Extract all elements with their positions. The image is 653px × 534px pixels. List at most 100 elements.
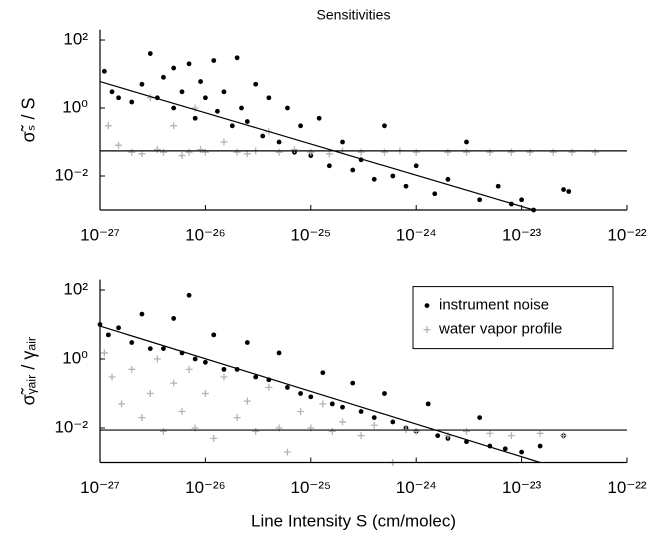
point [519,449,524,455]
point [186,61,192,67]
point [425,401,431,407]
x-tick-label: 10⁻²⁶ [185,225,226,244]
point [424,303,430,308]
point [502,446,508,452]
point [185,365,193,373]
point [171,65,177,71]
x-tick-label: 10⁻²⁵ [291,478,332,497]
point [464,139,469,145]
point [229,123,235,129]
point [290,146,298,154]
point [146,94,154,102]
point [326,163,332,169]
x-tick-label: 10⁻²⁴ [396,225,437,244]
point [104,122,112,130]
point [203,359,208,365]
x-tick-label: 10⁻²⁷ [80,225,120,244]
point [445,176,451,182]
point [340,404,345,410]
point [244,119,250,124]
y-tick-label: 10⁻² [54,417,88,436]
point [591,148,599,156]
point [358,409,364,414]
point [276,350,282,356]
point [320,370,326,376]
point [298,123,303,129]
point [444,148,452,156]
point [116,325,121,331]
point [128,365,136,373]
point [560,432,568,440]
point [382,123,387,129]
point [568,148,576,156]
point [328,427,336,435]
y-tick-label: 10⁰ [62,348,88,367]
point [186,292,192,298]
point [116,95,121,101]
y-tick-label: 10⁰ [62,98,88,117]
point [276,139,282,145]
point [211,58,217,63]
point [549,148,557,156]
point [105,332,111,338]
point [115,141,123,149]
point [233,148,241,156]
point [109,89,115,95]
chart-title: Sensitivities [317,7,391,23]
point [197,146,205,154]
point [159,148,167,156]
point [215,108,220,114]
point [178,408,186,416]
point [350,380,356,386]
point [357,432,365,440]
point [308,394,314,400]
reference-line [99,80,534,211]
point [198,79,203,84]
point [147,346,153,352]
point [435,433,441,439]
point [507,432,515,440]
point [275,148,283,156]
point [100,349,108,357]
x-axis-label: Line Intensity S (cm/molec) [251,511,456,530]
point [244,340,250,345]
point [171,105,177,111]
point [413,163,419,169]
point [382,391,387,396]
point [220,138,228,146]
point [536,429,544,437]
point [462,148,470,156]
point [477,197,483,203]
point [462,427,470,435]
legend-label: instrument noise [439,297,549,314]
point [350,167,356,173]
point [118,400,126,408]
x-tick-label: 10⁻²² [607,478,647,497]
point [201,389,209,397]
point [380,148,388,156]
x-tick-label: 10⁻²² [607,225,647,244]
point [285,385,290,390]
y-axis-label: σ̃ₛ / S [19,97,39,142]
x-tick-label: 10⁻²³ [502,478,542,497]
point [108,373,116,381]
y-tick-label: 10² [63,279,88,298]
point [390,419,396,425]
legend-box [412,286,614,350]
point [266,95,272,101]
point [357,148,365,156]
point [412,148,420,156]
point [138,150,146,158]
point [171,316,177,321]
point [192,115,198,121]
point [325,150,333,158]
point [192,356,198,362]
point [371,176,377,182]
point [139,311,145,317]
y-axis-label: σ̃ᵧₐᵢᵣ / γₐᵢᵣ [19,337,39,406]
point [495,183,501,189]
point [101,68,107,74]
point [129,340,135,345]
point [507,148,515,156]
